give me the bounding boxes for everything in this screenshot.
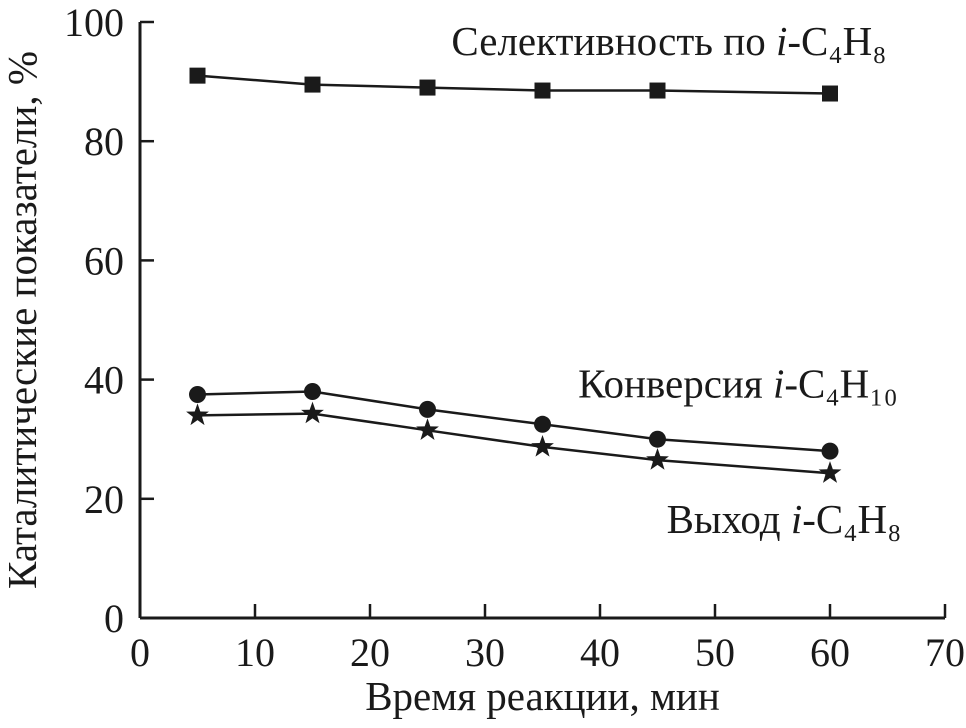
series-annotation: Конверсия i-C₄H₁₀	[578, 360, 898, 406]
circle-marker	[534, 415, 551, 433]
square-marker	[419, 79, 436, 96]
y-tick-label: 0	[104, 596, 124, 641]
star-marker	[186, 403, 209, 426]
star-marker	[818, 461, 842, 483]
circle-marker	[419, 400, 436, 418]
square-marker	[822, 85, 838, 102]
x-tick-label: 60	[810, 630, 850, 675]
star-marker	[301, 401, 324, 424]
square-marker	[649, 82, 666, 99]
circle-marker	[189, 386, 206, 403]
x-tick-label: 20	[350, 630, 390, 675]
square-marker	[534, 82, 551, 99]
circle-marker	[304, 383, 321, 401]
y-tick-label: 60	[84, 238, 124, 283]
star-marker	[531, 434, 554, 457]
y-tick-label: 20	[84, 477, 124, 522]
x-tick-label: 30	[465, 630, 505, 675]
y-tick-label: 80	[84, 119, 124, 164]
square-marker	[189, 67, 206, 84]
series-line-star	[197, 412, 831, 475]
y-tick-label: 40	[84, 358, 124, 403]
y-axis-label: Каталитические показатели, %	[0, 51, 45, 589]
circle-marker	[649, 430, 666, 448]
square-marker	[304, 76, 321, 93]
series-annotation: Селективность по i-C₄H₈	[451, 18, 886, 64]
y-tick-label: 100	[64, 0, 124, 45]
star-marker	[416, 418, 439, 440]
series-line-circle	[197, 390, 831, 453]
x-tick-label: 10	[235, 630, 275, 675]
x-tick-label: 70	[925, 630, 965, 675]
series-line-square	[197, 74, 831, 95]
x-axis-label: Время реакции, мин	[365, 673, 720, 719]
series-annotation: Выход i-C₄H₈	[667, 496, 902, 542]
star-marker	[646, 448, 669, 470]
x-tick-label: 50	[695, 630, 735, 675]
x-tick-label: 0	[130, 630, 150, 675]
x-tick-label: 40	[580, 630, 620, 675]
circle-marker	[821, 442, 839, 460]
